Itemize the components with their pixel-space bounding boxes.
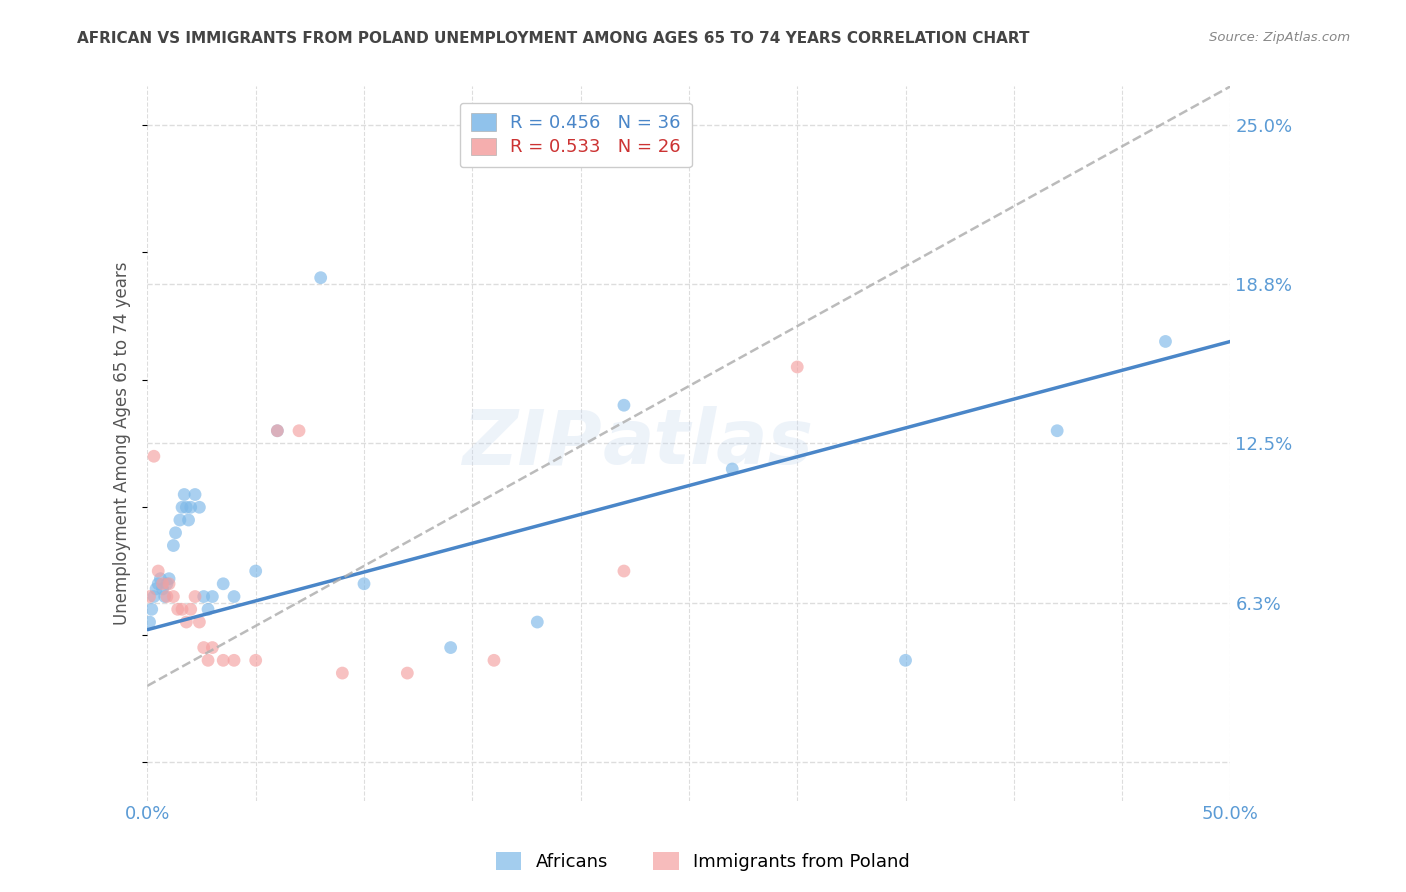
Point	[170, 602, 193, 616]
Point	[201, 640, 224, 655]
Point	[894, 653, 917, 667]
Point	[613, 398, 636, 412]
Point	[138, 615, 160, 629]
Y-axis label: Unemployment Among Ages 65 to 74 years: Unemployment Among Ages 65 to 74 years	[114, 261, 131, 625]
Point	[176, 615, 198, 629]
Point	[148, 576, 170, 591]
Point	[157, 572, 180, 586]
Point	[153, 590, 176, 604]
Point	[309, 270, 332, 285]
Point	[157, 576, 180, 591]
Point	[177, 513, 200, 527]
Point	[142, 590, 165, 604]
Point	[145, 582, 167, 596]
Point	[266, 424, 288, 438]
Point	[180, 500, 202, 515]
Point	[1046, 424, 1069, 438]
Point	[188, 615, 211, 629]
Point	[156, 576, 179, 591]
Point	[149, 572, 172, 586]
Point	[142, 449, 165, 463]
Point	[152, 576, 174, 591]
Point	[526, 615, 548, 629]
Point	[245, 653, 267, 667]
Point	[138, 590, 160, 604]
Point	[166, 602, 188, 616]
Point	[193, 640, 215, 655]
Text: AFRICAN VS IMMIGRANTS FROM POLAND UNEMPLOYMENT AMONG AGES 65 TO 74 YEARS CORRELA: AFRICAN VS IMMIGRANTS FROM POLAND UNEMPL…	[77, 31, 1029, 46]
Point	[170, 500, 193, 515]
Point	[184, 590, 207, 604]
Point	[193, 590, 215, 604]
Point	[266, 424, 288, 438]
Point	[353, 576, 375, 591]
Point	[440, 640, 463, 655]
Point	[212, 576, 235, 591]
Legend: Africans, Immigrants from Poland: Africans, Immigrants from Poland	[489, 846, 917, 879]
Point	[176, 500, 198, 515]
Point	[148, 564, 170, 578]
Point	[180, 602, 202, 616]
Point	[330, 666, 353, 681]
Point	[721, 462, 744, 476]
Point	[156, 590, 179, 604]
Text: ZIP: ZIP	[463, 407, 602, 481]
Point	[212, 653, 235, 667]
Point	[786, 359, 808, 374]
Point	[197, 653, 219, 667]
Point	[165, 525, 187, 540]
Point	[1154, 334, 1177, 349]
Point	[162, 590, 184, 604]
Point	[162, 539, 184, 553]
Point	[482, 653, 505, 667]
Point	[288, 424, 311, 438]
Point	[169, 513, 191, 527]
Point	[188, 500, 211, 515]
Point	[152, 582, 174, 596]
Point	[141, 602, 163, 616]
Point	[396, 666, 419, 681]
Point	[245, 564, 267, 578]
Point	[222, 653, 245, 667]
Point	[197, 602, 219, 616]
Point	[184, 487, 207, 501]
Text: atlas: atlas	[602, 407, 814, 481]
Text: Source: ZipAtlas.com: Source: ZipAtlas.com	[1209, 31, 1350, 45]
Legend: R = 0.456   N = 36, R = 0.533   N = 26: R = 0.456 N = 36, R = 0.533 N = 26	[460, 103, 692, 167]
Point	[201, 590, 224, 604]
Point	[173, 487, 195, 501]
Point	[222, 590, 245, 604]
Point	[613, 564, 636, 578]
